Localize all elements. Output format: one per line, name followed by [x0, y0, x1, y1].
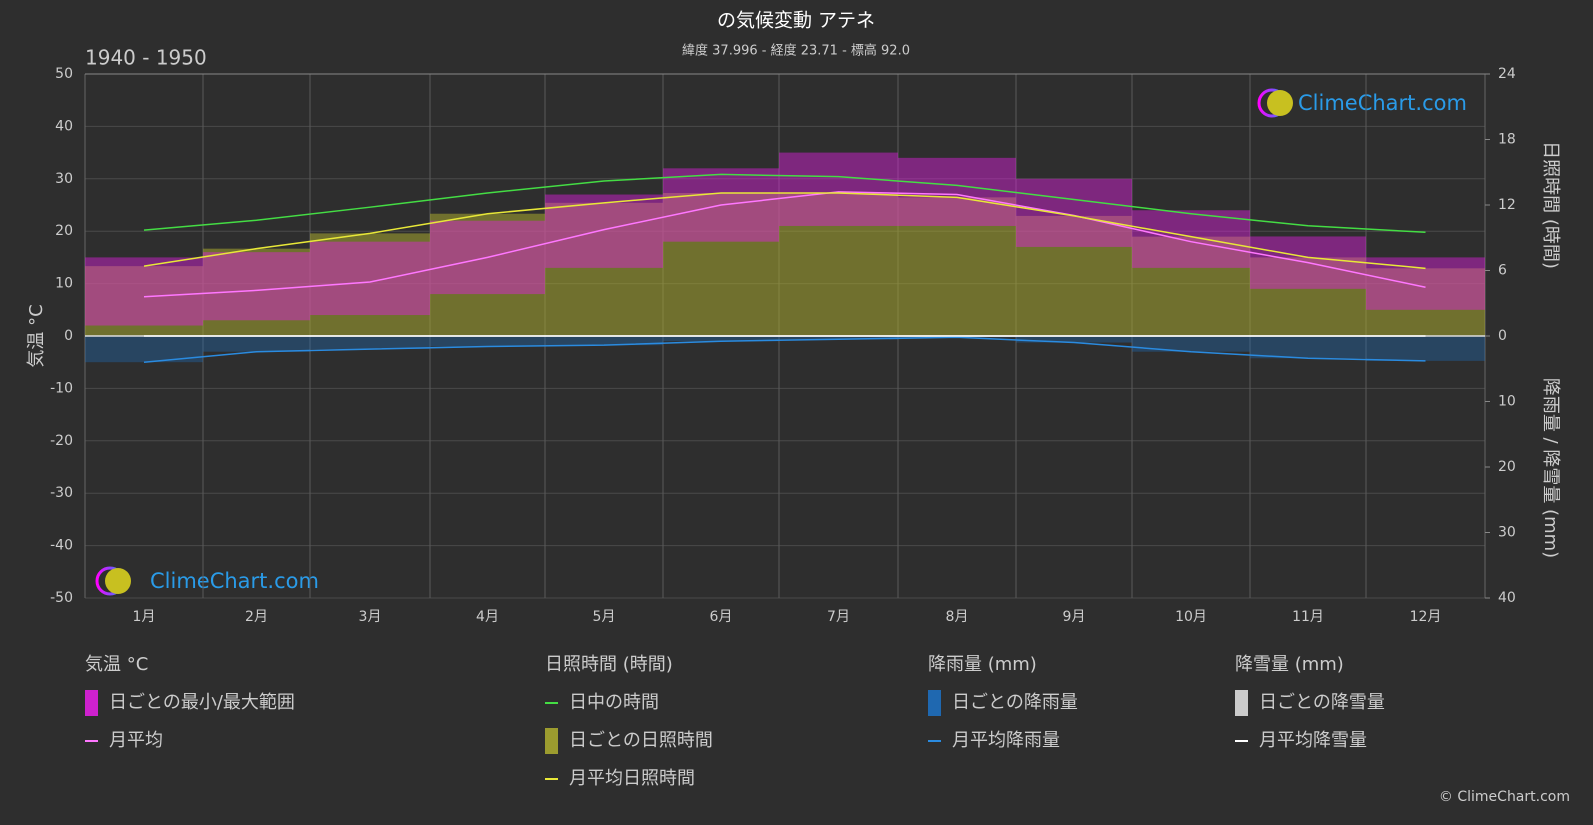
- x-tick-label: 7月: [827, 609, 850, 625]
- legend-title: 降雨量 (mm): [928, 654, 1037, 675]
- x-tick-label: 4月: [476, 609, 499, 625]
- x-tick-label: 2月: [245, 609, 268, 625]
- legend-label: 月平均降雪量: [1259, 730, 1367, 751]
- y2-tick-label: 18: [1498, 132, 1516, 148]
- legend-swatch: [545, 728, 558, 754]
- logo-sun: [1267, 90, 1293, 116]
- sunshine-bar: [898, 197, 1016, 336]
- x-tick-label: 12月: [1410, 609, 1442, 625]
- x-tick-label: 3月: [359, 609, 382, 625]
- rain-bar: [779, 336, 898, 340]
- temp-range: [310, 241, 430, 316]
- rain-bar: [663, 336, 779, 342]
- temp-range: [898, 157, 1016, 226]
- temp-range: [1132, 210, 1250, 268]
- y2-tick-label: 6: [1498, 263, 1507, 279]
- legend-title: 日照時間 (時間): [545, 654, 673, 675]
- y2-tick-label: 24: [1498, 66, 1516, 82]
- y-tick-label: 0: [64, 328, 73, 344]
- legend-swatch: [85, 690, 98, 716]
- x-tick-label: 5月: [593, 609, 616, 625]
- series-line: [143, 192, 1426, 270]
- plot: [84, 73, 1486, 599]
- temp-range: [203, 252, 310, 321]
- sunshine-bar: [85, 266, 203, 336]
- temp-range: [1366, 257, 1485, 310]
- legend-label: 日中の時間: [569, 692, 659, 713]
- copyright: © ClimeChart.com: [1439, 789, 1570, 805]
- chart-subtitle: 緯度 37.996 - 経度 23.71 - 標高 92.0: [682, 43, 910, 59]
- y-tick-label: -10: [50, 380, 73, 396]
- logo-text: ClimeChart.com: [150, 569, 319, 593]
- legend-label: 月平均日照時間: [569, 768, 695, 789]
- sunshine-bar: [1016, 215, 1132, 336]
- rain-bar: [310, 336, 430, 350]
- y-tick-label: -40: [50, 538, 73, 554]
- y-tick-label: -30: [50, 485, 73, 501]
- sunshine-bar: [779, 192, 898, 336]
- legend-swatch: [1235, 690, 1248, 716]
- x-tick-label: 10月: [1175, 609, 1207, 625]
- sunshine-bar: [663, 192, 779, 336]
- series-line: [143, 191, 1426, 298]
- logo-sun: [105, 568, 131, 594]
- legend-label: 日ごとの日照時間: [569, 730, 713, 751]
- legend-title: 気温 °C: [85, 654, 148, 675]
- x-tick-label: 6月: [710, 609, 733, 625]
- y3-tick-label: 30: [1498, 525, 1516, 541]
- rain-bar: [203, 336, 310, 352]
- y2-tick-label: 0: [1498, 328, 1507, 344]
- y3-tick-label: 40: [1498, 590, 1516, 606]
- y-tick-label: 30: [55, 171, 73, 187]
- logo-text: ClimeChart.com: [1298, 91, 1467, 115]
- y-tick-label: -20: [50, 433, 73, 449]
- sunshine-bar: [545, 202, 663, 336]
- legend-label: 日ごとの降雨量: [952, 692, 1078, 713]
- rain-bar: [545, 336, 663, 346]
- rain-bar: [1250, 336, 1366, 359]
- logo-top: ClimeChart.com: [1257, 88, 1467, 118]
- x-tick-label: 8月: [946, 609, 969, 625]
- x-tick-label: 9月: [1063, 609, 1086, 625]
- y3-tick-label: 10: [1498, 394, 1516, 410]
- y-tick-label: -50: [50, 590, 73, 606]
- temp-range: [779, 152, 898, 226]
- y3-tick-label: 20: [1498, 459, 1516, 475]
- period: 1940 - 1950: [85, 46, 207, 70]
- chart-title: の気候変動 アテネ: [717, 10, 875, 32]
- legend-title: 降雪量 (mm): [1235, 654, 1344, 675]
- series-line: [143, 173, 1426, 234]
- rain-bar: [1016, 336, 1132, 343]
- temp-range: [85, 257, 203, 326]
- legend-label: 月平均: [109, 730, 163, 751]
- x-tick-label: 11月: [1292, 609, 1324, 625]
- temp-range: [545, 194, 663, 268]
- sunshine-bar: [430, 213, 545, 336]
- y-tick-label: 20: [55, 223, 73, 239]
- rain-bar: [1132, 336, 1250, 352]
- y-axis-label: 気温 °C: [26, 304, 47, 367]
- series-line: [143, 336, 1426, 363]
- y3-axis-label: 降雨量 / 降雪量 (mm): [1540, 378, 1561, 558]
- y-tick-label: 40: [55, 118, 73, 134]
- rain-bar: [430, 336, 545, 347]
- temp-range: [1016, 178, 1132, 247]
- y-tick-label: 10: [55, 276, 73, 292]
- sunshine-bar: [1132, 236, 1250, 336]
- logo-bottom: ClimeChart.com: [95, 566, 319, 596]
- legend-label: 日ごとの最小/最大範囲: [109, 692, 295, 713]
- y2-axis-label: 日照時間 (時間): [1540, 141, 1561, 269]
- legend-label: 日ごとの降雪量: [1259, 692, 1385, 713]
- x-tick-label: 1月: [133, 609, 156, 625]
- legend-swatch: [928, 690, 941, 716]
- y-tick-label: 50: [55, 66, 73, 82]
- y2-tick-label: 12: [1498, 197, 1516, 213]
- legend-label: 月平均降雨量: [952, 730, 1060, 751]
- rain-bar: [1366, 336, 1485, 361]
